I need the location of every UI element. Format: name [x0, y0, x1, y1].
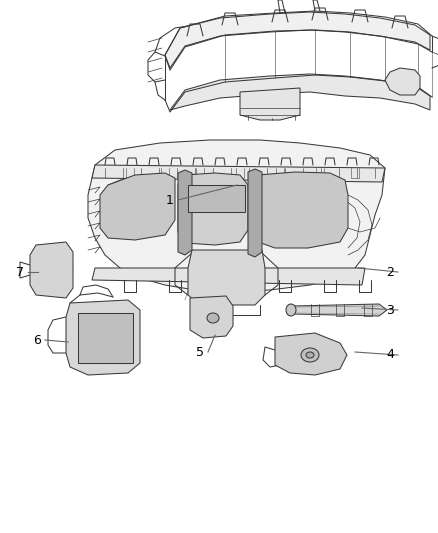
Polygon shape [66, 300, 140, 375]
Ellipse shape [301, 348, 319, 362]
Polygon shape [30, 242, 73, 298]
Text: 1: 1 [166, 193, 174, 206]
Ellipse shape [306, 352, 314, 358]
Polygon shape [92, 165, 385, 182]
Polygon shape [288, 304, 387, 316]
Polygon shape [178, 170, 192, 255]
Text: 7: 7 [16, 265, 24, 279]
Polygon shape [240, 88, 300, 120]
Polygon shape [188, 250, 265, 305]
Ellipse shape [286, 304, 296, 316]
Text: 6: 6 [33, 334, 41, 346]
Text: 2: 2 [386, 265, 394, 279]
Text: 3: 3 [386, 303, 394, 317]
Polygon shape [170, 74, 430, 110]
Polygon shape [188, 185, 245, 212]
Polygon shape [248, 169, 262, 257]
Polygon shape [275, 333, 347, 375]
Polygon shape [178, 173, 248, 245]
Polygon shape [190, 296, 233, 338]
Ellipse shape [207, 313, 219, 323]
Polygon shape [100, 173, 175, 240]
Polygon shape [92, 268, 365, 285]
Polygon shape [252, 172, 348, 248]
Polygon shape [88, 140, 385, 292]
Polygon shape [165, 12, 430, 68]
Polygon shape [78, 313, 133, 363]
Polygon shape [385, 68, 420, 95]
Text: 4: 4 [386, 349, 394, 361]
Text: 5: 5 [196, 345, 204, 359]
